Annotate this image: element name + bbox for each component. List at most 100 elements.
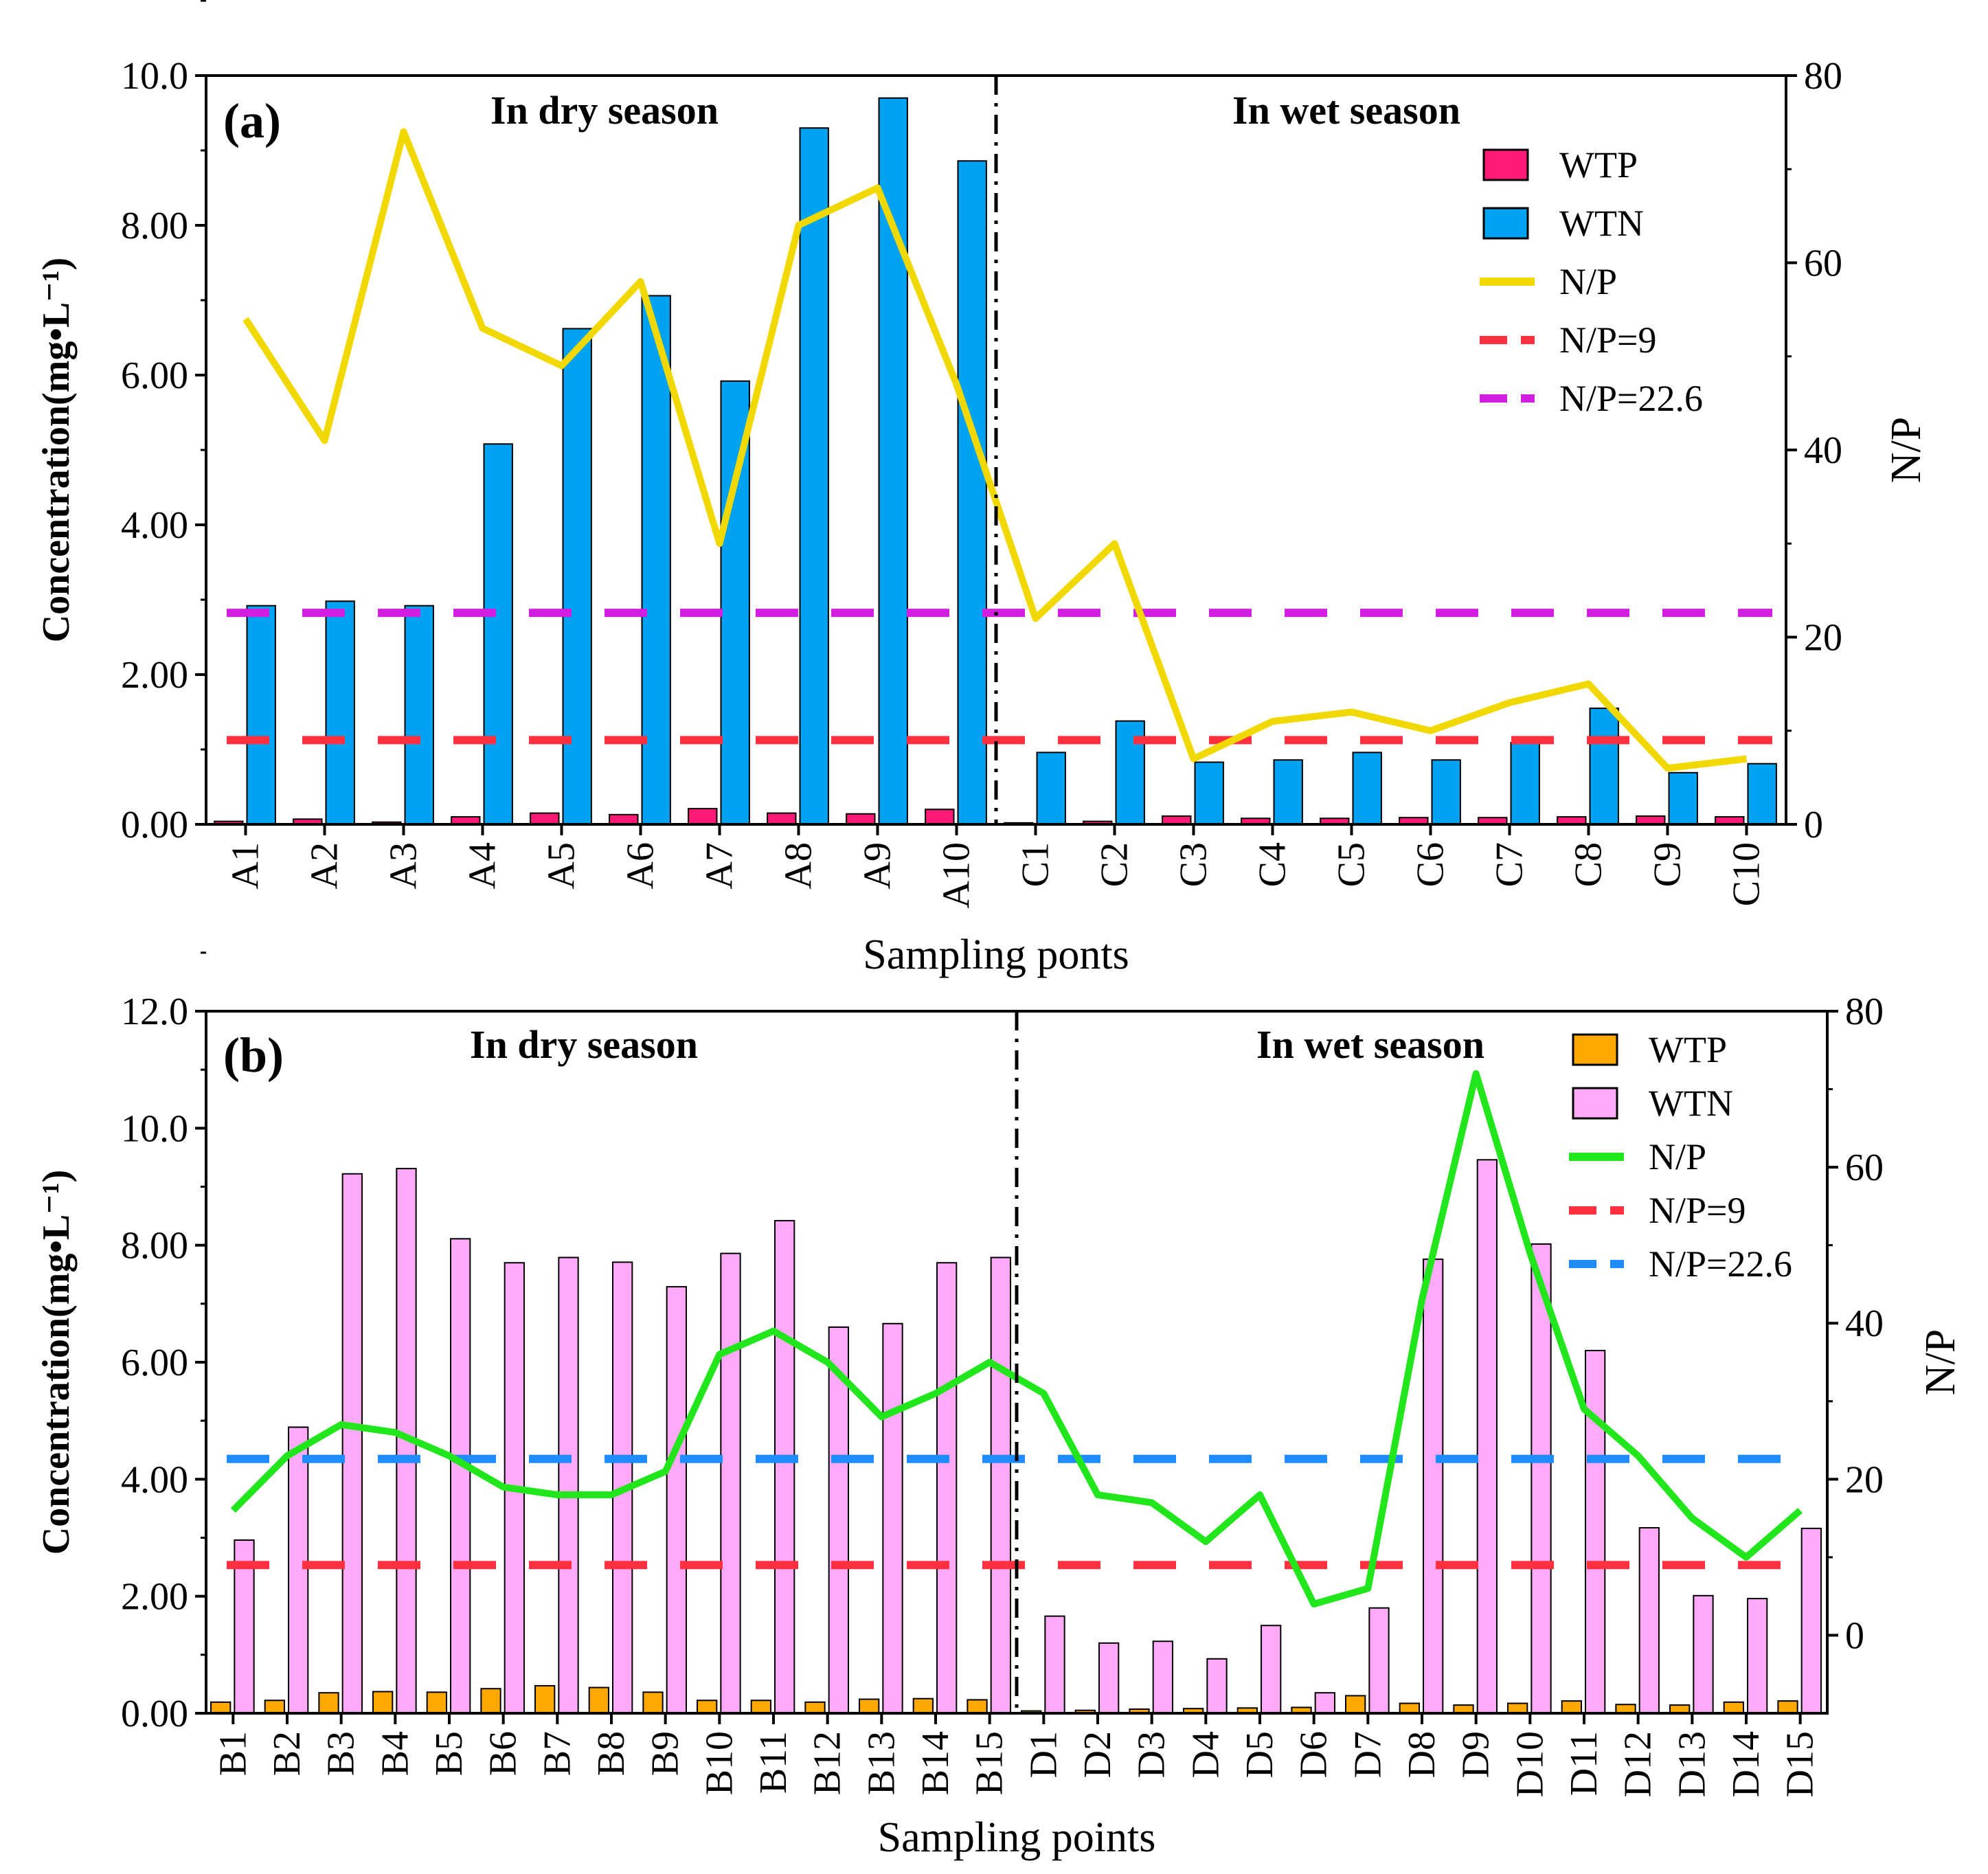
x-tick-label: A10 xyxy=(936,842,978,908)
y2-tick-label: 40 xyxy=(1804,429,1842,472)
y-tick-label: 0.00 xyxy=(121,1693,188,1735)
wtp-bar xyxy=(1507,1702,1528,1715)
y-axis-title: Concentration(mg•L⁻¹) xyxy=(35,1170,78,1555)
season-label-dry: In dry season xyxy=(490,88,719,133)
wtn-bar xyxy=(341,1173,363,1714)
y2-axis-title: N/P xyxy=(1917,1329,1964,1395)
wtp-bar xyxy=(750,1700,772,1715)
wtp-bar xyxy=(588,1686,609,1714)
x-tick-label: B1 xyxy=(212,1731,254,1776)
x-tick-label: D4 xyxy=(1184,1731,1227,1778)
x-tick-label: D14 xyxy=(1725,1731,1767,1797)
y2-tick-label: 60 xyxy=(1845,1147,1884,1189)
wtn-bar xyxy=(1352,752,1382,825)
wtn-bar xyxy=(1800,1527,1822,1714)
legend-label: WTP xyxy=(1559,144,1638,185)
wtn-bar xyxy=(1476,1159,1498,1715)
legend-label: N/P=22.6 xyxy=(1559,378,1703,419)
x-tick-label: B4 xyxy=(374,1731,416,1776)
wtn-bar xyxy=(1423,1258,1444,1714)
x-tick-label: D2 xyxy=(1076,1731,1119,1778)
wtn-bar xyxy=(957,160,987,825)
legend-label: WTP xyxy=(1649,1029,1727,1070)
x-tick-label: B6 xyxy=(482,1731,525,1776)
x-tick-label: C4 xyxy=(1252,842,1294,887)
y2-tick-label: 20 xyxy=(1804,617,1842,659)
wtn-bar xyxy=(1747,1598,1768,1714)
x-axis-title: Sampling ponts xyxy=(863,932,1129,978)
wtp-bar xyxy=(1777,1700,1798,1714)
x-tick-label: D8 xyxy=(1401,1731,1443,1778)
x-tick-label: C2 xyxy=(1094,842,1136,887)
legend-label: N/P=9 xyxy=(1559,319,1657,361)
legend-label: N/P xyxy=(1559,261,1617,302)
wtp-bar xyxy=(609,813,639,825)
x-tick-label: B7 xyxy=(536,1731,578,1776)
wtn-bar xyxy=(1314,1692,1335,1714)
wtn-bar xyxy=(1194,761,1224,826)
wtp-bar xyxy=(1345,1695,1366,1714)
wtn-bar xyxy=(1585,1349,1606,1714)
x-tick-label: B5 xyxy=(428,1731,471,1776)
wtn-bar xyxy=(1747,763,1777,825)
legend-swatch xyxy=(1482,207,1529,240)
x-tick-label: A4 xyxy=(462,842,504,889)
wtn-bar xyxy=(799,127,829,826)
legend-label: WTN xyxy=(1559,203,1644,244)
bars-b xyxy=(210,1159,1822,1715)
panel-label: (b) xyxy=(223,1028,284,1083)
wtp-bar xyxy=(372,1691,394,1714)
legend-label: N/P=9 xyxy=(1649,1190,1746,1231)
wtp-bar xyxy=(688,808,718,825)
season-label-wet: In wet season xyxy=(1256,1022,1484,1067)
wtn-bar xyxy=(1638,1527,1660,1715)
x-tick-label: B12 xyxy=(806,1731,849,1795)
x-tick-label: D5 xyxy=(1239,1731,1281,1778)
x-tick-label: D11 xyxy=(1563,1731,1605,1796)
legend-swatch xyxy=(1482,148,1529,181)
legend-label: N/P xyxy=(1649,1136,1706,1177)
x-tick-label: B8 xyxy=(590,1731,633,1776)
wtn-bar xyxy=(1589,708,1619,826)
legend-label: WTN xyxy=(1649,1083,1733,1124)
x-tick-label: B2 xyxy=(266,1731,308,1776)
wtp-bar xyxy=(530,812,560,826)
wtn-bar xyxy=(641,295,671,825)
y-tick-label: 0.00 xyxy=(121,804,188,846)
wtp-bar xyxy=(642,1691,664,1715)
x-tick-label: B13 xyxy=(860,1731,903,1795)
x-tick-label: C1 xyxy=(1015,842,1057,887)
x-tick-label: D9 xyxy=(1455,1731,1498,1778)
wtp-bar xyxy=(426,1691,447,1715)
wtn-bar xyxy=(246,605,276,825)
wtn-bar xyxy=(288,1426,309,1714)
y-tick-label: 12.0 xyxy=(121,991,188,1033)
wtp-bar xyxy=(1399,1702,1421,1715)
y-tick-label: 2.00 xyxy=(121,1576,188,1618)
x-tick-label: C5 xyxy=(1331,842,1373,887)
wtn-bar xyxy=(404,605,434,825)
wtn-bar xyxy=(1510,742,1540,825)
x-tick-label: C7 xyxy=(1489,842,1531,887)
y-tick-label: 10.0 xyxy=(121,1107,188,1150)
wtp-bar xyxy=(1561,1700,1582,1714)
wtp-bar xyxy=(767,812,797,826)
x-tick-label: D3 xyxy=(1131,1731,1173,1778)
wtn-bar xyxy=(562,328,592,826)
panel-a: 0.00 2.00 4.00 6.00 8.00 10.0 0 20 40 60 80 A1 A2 A3 A… xyxy=(35,0,1930,978)
panel-label: (a) xyxy=(223,93,281,148)
x-tick-label: B9 xyxy=(644,1731,687,1776)
wtp-bar xyxy=(967,1699,988,1714)
x-tick-label: D13 xyxy=(1671,1731,1713,1797)
wtn-bar xyxy=(936,1262,958,1714)
legend-b: WTP WTN N/P N/P=9 N/P=22.6 xyxy=(1569,1029,1792,1285)
season-label-dry: In dry season xyxy=(470,1022,698,1067)
wtp-bar xyxy=(210,1701,231,1715)
wtp-bar xyxy=(480,1688,501,1714)
wtn-bar xyxy=(1044,1615,1065,1714)
y2-tick-label: 20 xyxy=(1845,1458,1884,1501)
legend-swatch xyxy=(1572,1087,1618,1120)
panel-b: 0.00 2.00 4.00 6.00 8.00 10.0 12.0 0 20 40 60 80 B1 B… xyxy=(35,951,1964,1861)
y-tick-label: 8.00 xyxy=(121,1225,188,1267)
